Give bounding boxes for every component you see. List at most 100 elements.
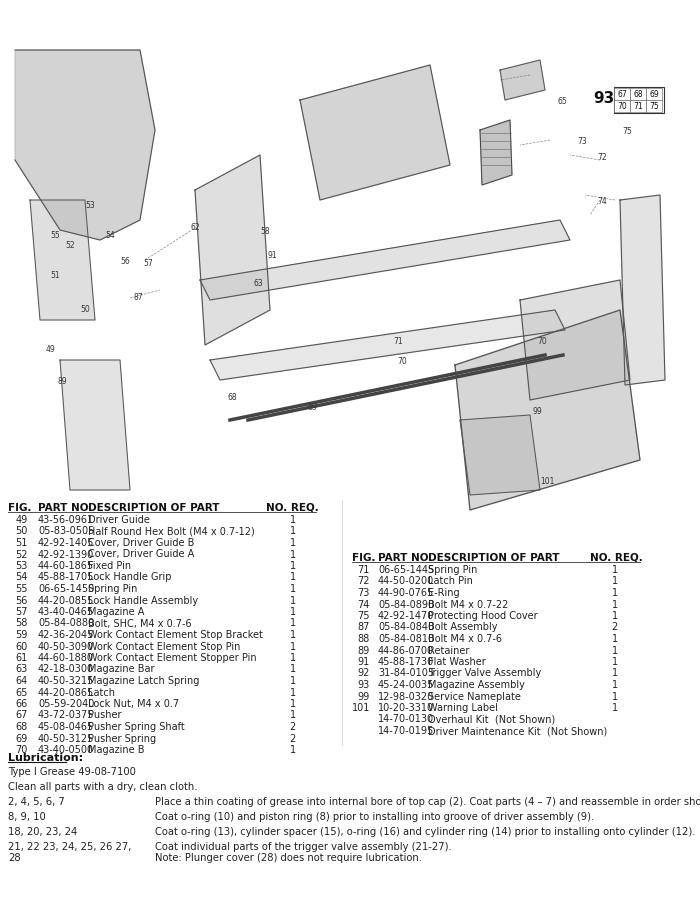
- Text: 68: 68: [228, 393, 237, 402]
- Text: 69: 69: [15, 734, 28, 744]
- Polygon shape: [455, 310, 640, 510]
- Text: 73: 73: [577, 138, 587, 147]
- Text: 45-88-1705: 45-88-1705: [38, 573, 94, 583]
- Text: Coat individual parts of the trigger valve assembly (21-27).: Coat individual parts of the trigger val…: [155, 842, 452, 852]
- Text: 1: 1: [612, 600, 618, 610]
- Text: 59: 59: [15, 630, 28, 640]
- Text: 31-84-0105: 31-84-0105: [378, 669, 434, 679]
- Text: Service Nameplate: Service Nameplate: [428, 691, 521, 701]
- Text: Work Contact Element Stopper Pin: Work Contact Element Stopper Pin: [88, 653, 257, 663]
- Text: 67: 67: [617, 90, 627, 99]
- Text: 14-70-0130: 14-70-0130: [378, 715, 434, 725]
- Text: 72: 72: [358, 576, 370, 586]
- Text: 45-24-0035: 45-24-0035: [378, 680, 435, 690]
- Polygon shape: [15, 50, 155, 240]
- Text: 44-86-0700: 44-86-0700: [378, 645, 434, 656]
- Text: 12-98-0320: 12-98-0320: [378, 691, 434, 701]
- Text: 44-90-0765: 44-90-0765: [378, 588, 434, 598]
- Text: 42-18-0300: 42-18-0300: [38, 664, 94, 674]
- Text: 1: 1: [290, 745, 296, 755]
- Bar: [630, 100, 646, 112]
- Text: 1: 1: [290, 550, 296, 560]
- Text: 1: 1: [290, 515, 296, 525]
- Text: Cover, Driver Guide B: Cover, Driver Guide B: [88, 538, 195, 548]
- Text: 72: 72: [597, 153, 607, 162]
- Polygon shape: [60, 360, 130, 490]
- Text: 1: 1: [290, 664, 296, 674]
- Text: 50: 50: [80, 305, 90, 314]
- Text: Pusher Spring: Pusher Spring: [88, 734, 156, 744]
- Text: 70: 70: [617, 102, 627, 111]
- Text: 74: 74: [597, 198, 607, 207]
- Text: 1: 1: [290, 619, 296, 629]
- Text: 49: 49: [15, 515, 28, 525]
- Text: Place a thin coating of grease into internal bore of top cap (2). Coat parts (4 : Place a thin coating of grease into inte…: [155, 797, 700, 807]
- Text: Half Round Hex Bolt (M4 x 0.7-12): Half Round Hex Bolt (M4 x 0.7-12): [88, 526, 255, 536]
- Text: DESCRIPTION OF PART: DESCRIPTION OF PART: [88, 503, 220, 513]
- Text: 51: 51: [50, 271, 60, 279]
- Text: 44-20-0855: 44-20-0855: [38, 595, 94, 605]
- Text: Spring Pin: Spring Pin: [428, 565, 477, 575]
- Text: 49: 49: [45, 345, 55, 354]
- Text: Coat o-ring (13), cylinder spacer (15), o-ring (16) and cylinder ring (14) prior: Coat o-ring (13), cylinder spacer (15), …: [155, 827, 696, 837]
- Text: 70: 70: [537, 338, 547, 346]
- Text: 40-50-3215: 40-50-3215: [38, 676, 94, 686]
- Text: 40-50-3125: 40-50-3125: [38, 734, 94, 744]
- Text: 1: 1: [612, 611, 618, 621]
- Text: 2: 2: [290, 722, 296, 732]
- Text: 1: 1: [290, 561, 296, 571]
- Text: PART NO.: PART NO.: [38, 503, 92, 513]
- Text: 05-83-0505: 05-83-0505: [38, 526, 94, 536]
- Text: 44-60-1865: 44-60-1865: [38, 561, 94, 571]
- Text: Trigger Valve Assembly: Trigger Valve Assembly: [428, 669, 541, 679]
- Text: 2: 2: [290, 734, 296, 744]
- Text: 51: 51: [15, 538, 28, 548]
- Text: 28: 28: [8, 853, 20, 863]
- Text: 89: 89: [358, 645, 370, 656]
- Text: 99: 99: [358, 691, 370, 701]
- Text: 62: 62: [190, 224, 199, 233]
- Polygon shape: [520, 280, 630, 400]
- Text: 74: 74: [358, 600, 370, 610]
- Text: 43-72-0375: 43-72-0375: [38, 710, 94, 720]
- Text: 54: 54: [15, 573, 28, 583]
- Text: 52: 52: [15, 550, 28, 560]
- Text: 8, 9, 10: 8, 9, 10: [8, 812, 46, 822]
- Text: 75: 75: [649, 102, 659, 111]
- Text: Bolt, SHC, M4 x 0.7-6: Bolt, SHC, M4 x 0.7-6: [88, 619, 192, 629]
- Text: 05-84-0890: 05-84-0890: [378, 600, 434, 610]
- Text: 1: 1: [290, 630, 296, 640]
- Text: E-Ring: E-Ring: [428, 588, 460, 598]
- Text: Lubrication:: Lubrication:: [8, 753, 83, 763]
- Text: Protecting Hood Cover: Protecting Hood Cover: [428, 611, 538, 621]
- Text: 99: 99: [532, 408, 542, 417]
- Text: 68: 68: [634, 90, 643, 99]
- Text: 61: 61: [15, 653, 28, 663]
- Text: 89: 89: [57, 378, 66, 387]
- Polygon shape: [500, 60, 545, 100]
- Text: Pusher Spring Shaft: Pusher Spring Shaft: [88, 722, 185, 732]
- Text: Lock Handle Assembly: Lock Handle Assembly: [88, 595, 198, 605]
- Text: 93: 93: [593, 91, 615, 106]
- Text: 05-84-0880: 05-84-0880: [38, 619, 94, 629]
- Text: 2: 2: [612, 622, 618, 632]
- Text: 1: 1: [290, 573, 296, 583]
- Polygon shape: [195, 155, 270, 345]
- Text: 56: 56: [120, 257, 130, 266]
- Text: 42-92-1390: 42-92-1390: [38, 550, 94, 560]
- Polygon shape: [30, 200, 95, 320]
- Bar: [614, 87, 664, 113]
- Text: 1: 1: [612, 588, 618, 598]
- Text: Bolt M4 x 0.7-22: Bolt M4 x 0.7-22: [428, 600, 508, 610]
- Text: 42-92-1405: 42-92-1405: [38, 538, 94, 548]
- Text: PART NO.: PART NO.: [378, 553, 433, 563]
- Text: 44-50-0200: 44-50-0200: [378, 576, 434, 586]
- Text: Spring Pin: Spring Pin: [88, 584, 137, 594]
- Text: 60: 60: [15, 641, 28, 651]
- Text: 1: 1: [612, 669, 618, 679]
- Text: Latch: Latch: [88, 688, 115, 698]
- Text: Clean all parts with a dry, clean cloth.: Clean all parts with a dry, clean cloth.: [8, 782, 197, 792]
- Text: 55: 55: [15, 584, 28, 594]
- Text: 1: 1: [612, 703, 618, 713]
- Text: Warning Label: Warning Label: [428, 703, 498, 713]
